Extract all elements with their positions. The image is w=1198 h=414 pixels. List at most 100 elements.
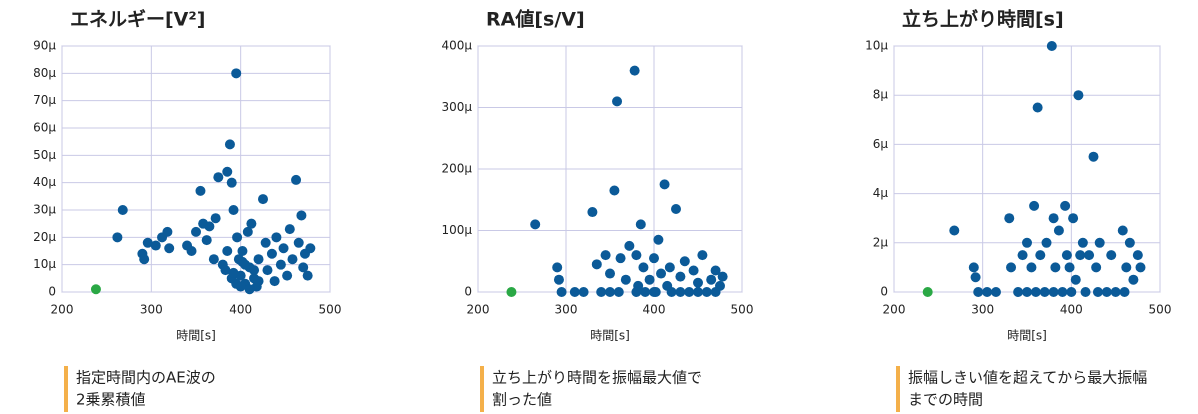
point: [253, 254, 264, 265]
y-tick-label: 30μ: [33, 203, 56, 217]
point: [186, 246, 197, 256]
point: [1124, 237, 1135, 248]
y-tick-label: 80μ: [33, 66, 56, 80]
point: [649, 253, 659, 264]
point: [693, 277, 703, 288]
point: [1066, 287, 1077, 297]
point: [1050, 262, 1061, 273]
x-axis-label: 時間[s]: [590, 329, 630, 343]
point: [1053, 225, 1064, 236]
point: [1075, 250, 1086, 261]
point: [666, 287, 677, 297]
point: [204, 221, 215, 232]
point: [1046, 41, 1057, 51]
point: [1035, 250, 1046, 261]
x-tick-label: 300: [555, 303, 578, 317]
x-tick-label: 400: [1060, 303, 1083, 317]
point: [269, 276, 280, 287]
caption: 指定時間内のAE波の: [76, 369, 216, 387]
chart-title: 立ち上がり時間[s]: [902, 8, 1064, 31]
point: [1022, 237, 1032, 248]
point: [244, 284, 255, 295]
point: [226, 177, 237, 188]
caption: 立ち上がり時間を振幅最大値で: [492, 369, 702, 387]
point: [1094, 237, 1105, 248]
chart-title: RA値[s/V]: [486, 9, 585, 31]
point: [613, 287, 624, 297]
point: [220, 265, 231, 276]
point: [1080, 287, 1091, 297]
point: [1135, 262, 1146, 273]
point: [201, 235, 212, 246]
point: [231, 68, 242, 79]
point: [1026, 262, 1037, 273]
caption-bar: [64, 366, 68, 412]
point: [260, 237, 271, 248]
point: [624, 240, 635, 251]
point: [1070, 274, 1081, 285]
point: [706, 274, 717, 285]
point: [1091, 262, 1102, 273]
caption: までの時間: [908, 391, 983, 409]
y-tick-label: 0: [880, 285, 888, 299]
point: [262, 265, 273, 276]
point: [675, 287, 686, 297]
point: [275, 259, 286, 270]
point: [556, 287, 567, 297]
point: [242, 226, 253, 237]
point: [1106, 250, 1117, 261]
point: [1128, 274, 1139, 285]
y-tick-label: 100μ: [441, 223, 472, 237]
x-axis-label: 時間[s]: [176, 329, 216, 343]
point: [1064, 262, 1075, 273]
point: [246, 218, 257, 229]
y-tick-label: 20μ: [33, 230, 56, 244]
point: [693, 287, 703, 297]
point: [659, 179, 670, 190]
point: [90, 284, 101, 295]
point: [253, 276, 264, 287]
point: [1041, 237, 1052, 248]
point: [605, 268, 615, 279]
point: [291, 174, 302, 185]
y-tick-label: 4μ: [873, 186, 889, 200]
x-tick-label: 500: [731, 303, 754, 317]
x-tick-label: 300: [140, 303, 163, 317]
point: [1101, 287, 1112, 297]
y-tick-label: 8μ: [873, 88, 889, 102]
point: [506, 287, 517, 297]
y-tick-label: 50μ: [33, 148, 56, 162]
point: [596, 287, 607, 297]
point: [298, 262, 309, 273]
point: [302, 270, 313, 281]
point: [150, 240, 161, 251]
point: [224, 139, 235, 150]
point: [697, 250, 708, 261]
point: [282, 270, 293, 281]
point: [1039, 287, 1050, 297]
point: [1004, 213, 1015, 224]
point: [208, 254, 219, 265]
point: [1022, 287, 1032, 297]
point: [990, 287, 1001, 297]
point: [591, 259, 602, 270]
point: [530, 219, 541, 230]
point: [671, 203, 681, 214]
y-tick-label: 400μ: [441, 39, 472, 53]
point: [649, 287, 659, 297]
point: [293, 237, 304, 248]
point: [653, 234, 664, 245]
point: [1077, 237, 1088, 248]
point: [553, 274, 564, 285]
y-tick-label: 10μ: [865, 39, 888, 53]
point: [1088, 151, 1099, 162]
point: [635, 219, 646, 230]
point: [973, 287, 984, 297]
point: [600, 250, 611, 261]
x-tick-label: 200: [51, 303, 74, 317]
point: [1121, 262, 1132, 273]
point: [631, 287, 642, 297]
point: [922, 287, 933, 297]
point: [638, 262, 649, 273]
y-tick-label: 90μ: [33, 39, 56, 53]
